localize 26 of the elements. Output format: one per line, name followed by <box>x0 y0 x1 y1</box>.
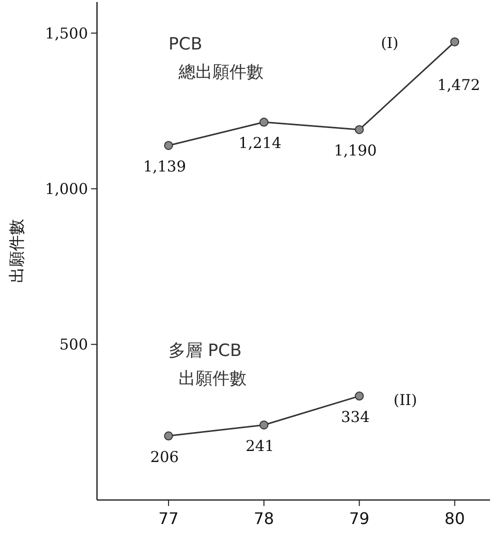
data-label: 1,190 <box>334 142 377 160</box>
data-label: 334 <box>341 408 370 426</box>
x-tick-label: 78 <box>254 509 274 528</box>
x-tick-label: 80 <box>444 509 465 528</box>
annotation: (I) <box>380 34 399 52</box>
data-label: 206 <box>150 448 179 466</box>
point <box>450 37 460 46</box>
point <box>354 392 364 401</box>
point <box>164 140 174 150</box>
data-label: 1,214 <box>238 134 282 152</box>
data-label: 1,472 <box>437 76 480 94</box>
y-axis-title: 出願件數 <box>7 219 26 283</box>
annotation: (II) <box>394 391 418 410</box>
text: PCB 總出願件數 <box>168 34 264 82</box>
x-tick-label: 77 <box>158 509 179 528</box>
point <box>259 420 268 430</box>
data-label: 1,139 <box>143 157 186 176</box>
point <box>354 125 364 134</box>
data-label: 241 <box>246 436 274 455</box>
point <box>259 118 268 127</box>
y-tick-label: 1,000 <box>45 180 88 198</box>
y-tick-label: 1,500 <box>45 24 88 42</box>
x-tick-label: 79 <box>349 509 370 528</box>
point <box>164 431 174 440</box>
text: 多層 PCB 出願件數 <box>168 340 247 389</box>
y-tick-label: 500 <box>59 336 88 354</box>
